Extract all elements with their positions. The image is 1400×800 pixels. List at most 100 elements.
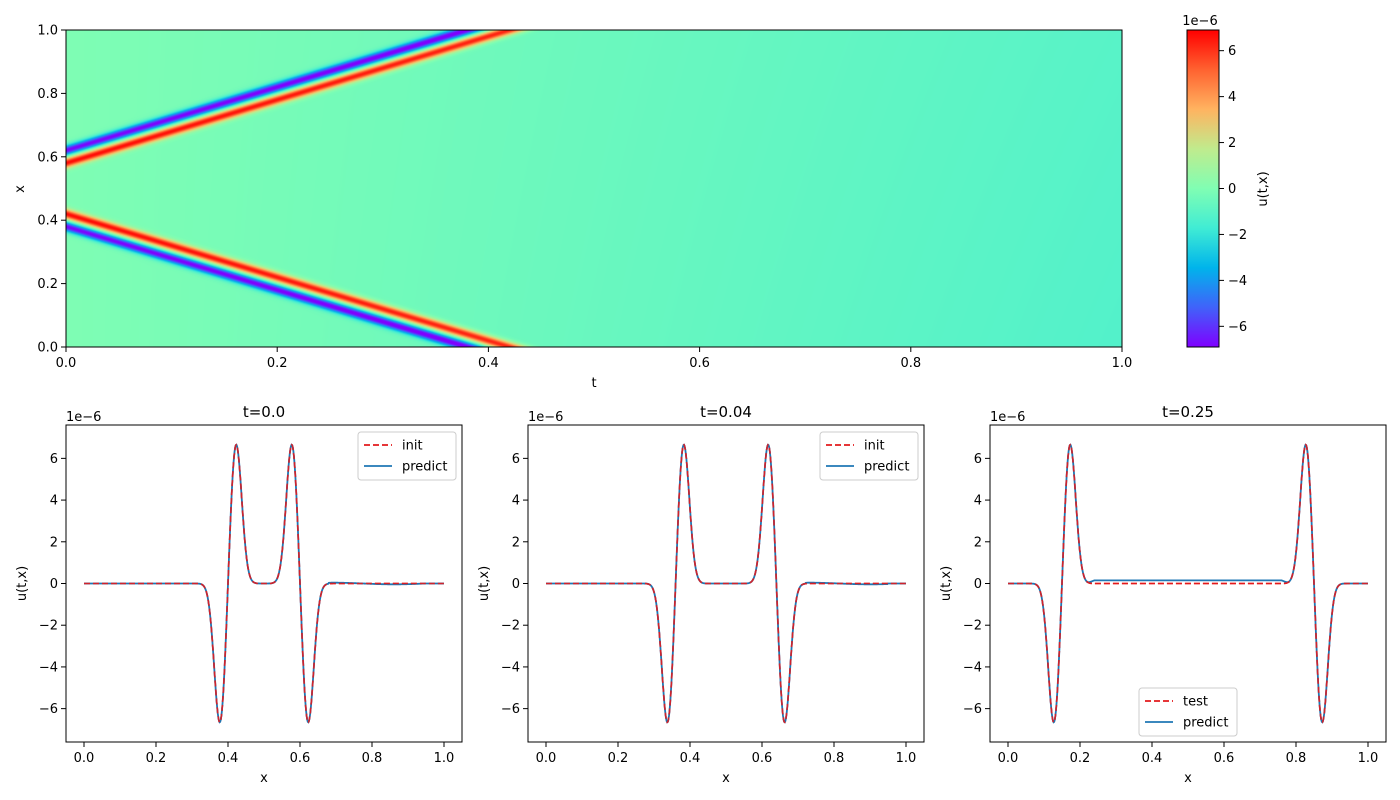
panel-ylabel: u(t,x) [939,566,954,601]
heatmap-ytick-label: 1.0 [37,24,58,39]
series-line-test-overlay [1008,443,1368,724]
heatmap-xtick-label: 0.4 [478,356,499,371]
heatmap-image [66,30,1122,347]
line-panel-3: 0.0 0.2 0.4 0.6 0.8 1.0 −6 −4 −2 0 2 4 6 t=0.25 x u(t,x… [939,403,1387,786]
panel-scale-label: 1e−6 [66,410,101,425]
xtick-label: 0.8 [362,751,383,766]
ytick-label: 0 [50,577,58,592]
line-panel-2: 0.0 0.2 0.4 0.6 0.8 1.0 −6 −4 −2 0 2 4 6 t=0.04 x u(t,x… [477,403,925,786]
legend-label-predict: predict [864,460,909,475]
colorbar-tick-label: 0 [1228,182,1236,197]
ytick-label: 0 [512,577,520,592]
heatmap-frame [65,29,1123,348]
ytick-label: 4 [50,494,58,509]
colorbar-ticks: −6 −4 −2 0 2 4 6 [1219,44,1247,335]
colorbar-label: u(t,x) [1256,171,1271,206]
ytick-label: −4 [501,660,520,675]
xtick-label: 0.2 [146,751,167,766]
panel-title: t=0.25 [1162,403,1214,421]
xtick-label: 0.2 [1070,751,1091,766]
ytick-label: −4 [39,660,58,675]
heatmap-xtick-label: 0.2 [267,356,288,371]
colorbar: −6 −4 −2 0 2 4 6 1e−6 u(t,x) [1182,14,1271,348]
legend-box [819,431,919,481]
legend-box [357,431,457,481]
panel-ylabel: u(t,x) [15,566,30,601]
ytick-label: −4 [963,660,982,675]
legend: init predict [819,431,919,481]
ytick-label: 2 [50,535,58,550]
panel-scale-label: 1e−6 [990,410,1025,425]
xtick-label: 0.0 [536,751,557,766]
xtick-label: 1.0 [1358,751,1379,766]
legend-label-init: init [402,439,423,454]
heatmap-ticks: 0.0 0.2 0.4 0.6 0.8 1.0 0.0 0.2 0.4 0.6 0.8 1.0 [37,24,1132,372]
xtick-label: 0.2 [608,751,629,766]
heatmap-xtick-label: 0.6 [689,356,710,371]
ytick-label: 2 [512,535,520,550]
ytick-label: 6 [50,452,58,467]
colorbar-tick-label: −6 [1228,320,1247,335]
xtick-label: 1.0 [896,751,917,766]
heatmap-ytick-label: 0.0 [37,341,58,356]
panel-xlabel: x [260,771,268,786]
ytick-label: 0 [974,577,982,592]
legend: test predict [1138,687,1238,737]
ytick-label: −2 [39,619,58,634]
line-panel-1: 0.0 0.2 0.4 0.6 0.8 1.0 −6 −4 −2 0 2 4 6 t=0.0 x u(t,x)… [15,403,463,786]
xtick-label: 0.0 [74,751,95,766]
legend-label-predict: predict [1183,716,1228,731]
colorbar-tick-label: 2 [1228,136,1236,151]
xtick-label: 0.6 [1214,751,1235,766]
ytick-label: 4 [974,494,982,509]
colorbar-tick-label: −4 [1228,274,1247,289]
legend: init predict [357,431,457,481]
heatmap-xlabel: t [591,376,596,391]
colorbar-tick-label: −2 [1228,228,1247,243]
ytick-label: 6 [512,452,520,467]
legend-box [1138,687,1238,737]
ytick-label: 4 [512,494,520,509]
panel-xlabel: x [1184,771,1192,786]
ytick-label: −2 [963,619,982,634]
heatmap-xtick-label: 0.8 [900,356,921,371]
legend-label-test: test [1183,695,1208,710]
legend-label-predict: predict [402,460,447,475]
xtick-label: 1.0 [434,751,455,766]
panel-xlabel: x [722,771,730,786]
heatmap-ytick-label: 0.6 [37,150,58,165]
xtick-label: 0.6 [290,751,311,766]
colorbar-gradient [1186,29,1220,348]
legend-label-init: init [864,439,885,454]
ytick-label: −6 [963,702,982,717]
panel-title: t=0.0 [243,403,285,421]
series-line-init-overlay [84,443,444,724]
ytick-label: −6 [39,702,58,717]
heatmap-ytick-label: 0.4 [37,214,58,229]
xtick-label: 0.6 [752,751,773,766]
colorbar-tick-label: 6 [1228,44,1236,59]
heatmap-panel: 0.0 0.2 0.4 0.6 0.8 1.0 0.0 0.2 0.4 0.6 0.8 1.0 t x [13,24,1132,392]
xtick-label: 0.8 [1286,751,1307,766]
xtick-label: 0.4 [1142,751,1163,766]
xtick-label: 0.8 [824,751,845,766]
xtick-label: 0.4 [680,751,701,766]
panel-scale-label: 1e−6 [528,410,563,425]
heatmap-ylabel: x [13,185,28,193]
ytick-label: −6 [501,702,520,717]
xtick-label: 0.4 [218,751,239,766]
ytick-label: 6 [974,452,982,467]
ytick-label: 2 [974,535,982,550]
heatmap-ytick-label: 0.2 [37,277,58,292]
series-line-init-overlay [546,443,906,724]
heatmap-xtick-label: 0.0 [56,356,77,371]
colorbar-tick-label: 4 [1228,90,1236,105]
heatmap-ytick-label: 0.8 [37,87,58,102]
panel-ylabel: u(t,x) [477,566,492,601]
line-panels: 0.0 0.2 0.4 0.6 0.8 1.0 −6 −4 −2 0 2 4 6 t=0.0 x u(t,x)… [15,403,1387,786]
ytick-label: −2 [501,619,520,634]
colorbar-scale-label: 1e−6 [1182,14,1217,29]
panel-title: t=0.04 [700,403,752,421]
heatmap-xtick-label: 1.0 [1112,356,1133,371]
